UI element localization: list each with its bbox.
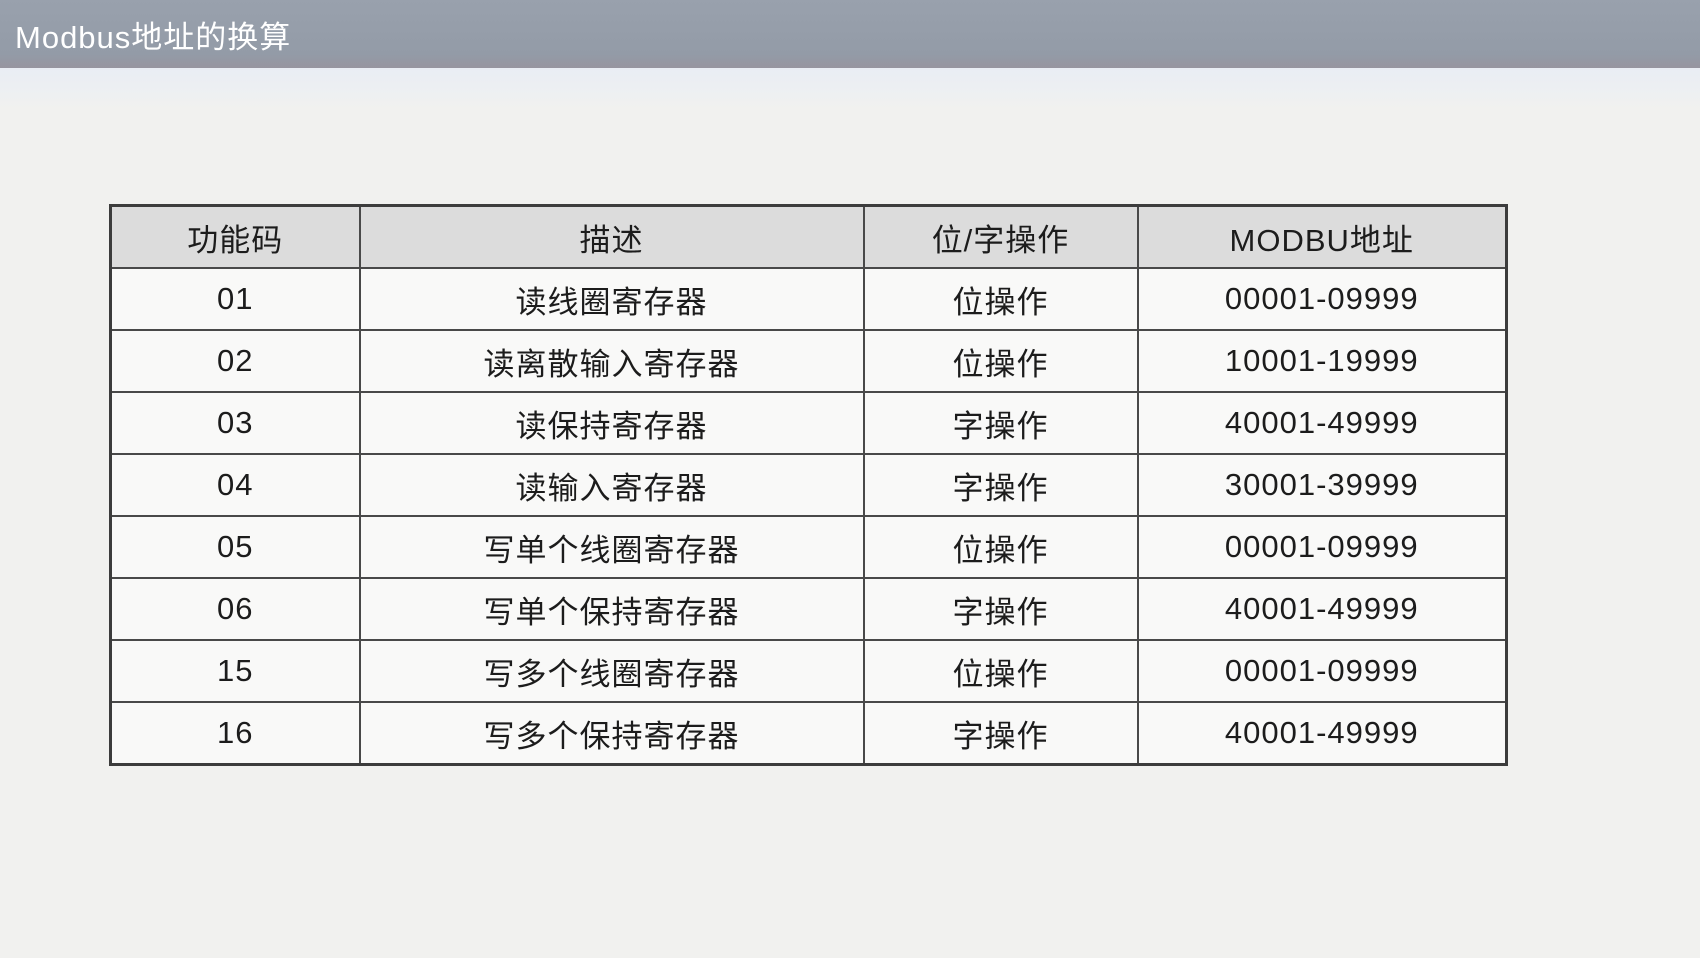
cell-description: 写多个线圈寄存器 — [358, 639, 865, 703]
cell-description: 读离散输入寄存器 — [358, 329, 865, 393]
table-row: 01 读线圈寄存器 位操作 00001-09999 — [109, 267, 1508, 331]
cell-bit-word-operation: 位操作 — [862, 639, 1139, 703]
table-row: 06 写单个保持寄存器 字操作 40001-49999 — [109, 577, 1508, 641]
col-header-modbus-address: MODBU地址 — [1136, 204, 1508, 269]
cell-modbus-address: 10001-19999 — [1136, 329, 1508, 393]
cell-description: 写单个线圈寄存器 — [358, 515, 865, 579]
cell-bit-word-operation: 位操作 — [862, 267, 1139, 331]
cell-bit-word-operation: 字操作 — [862, 701, 1139, 766]
col-header-bit-word-operation: 位/字操作 — [862, 204, 1139, 269]
table-row: 15 写多个线圈寄存器 位操作 00001-09999 — [109, 639, 1508, 703]
cell-description: 读保持寄存器 — [358, 391, 865, 455]
table-row: 05 写单个线圈寄存器 位操作 00001-09999 — [109, 515, 1508, 579]
cell-modbus-address: 30001-39999 — [1136, 453, 1508, 517]
cell-bit-word-operation: 位操作 — [862, 515, 1139, 579]
cell-function-code: 06 — [109, 577, 361, 641]
modbus-address-table: 功能码 描述 位/字操作 MODBU地址 01 读线圈寄存器 位操作 00001-09999… — [109, 204, 1508, 766]
modbus-table-container: 功能码 描述 位/字操作 MODBU地址 01 读线圈寄存器 位操作 00001-09999… — [109, 204, 1508, 766]
cell-function-code: 04 — [109, 453, 361, 517]
cell-bit-word-operation: 位操作 — [862, 329, 1139, 393]
cell-modbus-address: 00001-09999 — [1136, 515, 1508, 579]
cell-description: 写多个保持寄存器 — [358, 701, 865, 766]
col-header-description: 描述 — [358, 204, 865, 269]
cell-description: 读线圈寄存器 — [358, 267, 865, 331]
table-row: 04 读输入寄存器 字操作 30001-39999 — [109, 453, 1508, 517]
cell-description: 写单个保持寄存器 — [358, 577, 865, 641]
title-bar-lower-band — [0, 68, 1700, 108]
cell-function-code: 01 — [109, 267, 361, 331]
cell-bit-word-operation: 字操作 — [862, 453, 1139, 517]
table-head-row: 功能码 描述 位/字操作 MODBU地址 — [109, 204, 1508, 269]
cell-bit-word-operation: 字操作 — [862, 391, 1139, 455]
cell-modbus-address: 40001-49999 — [1136, 577, 1508, 641]
table-row: 03 读保持寄存器 字操作 40001-49999 — [109, 391, 1508, 455]
cell-description: 读输入寄存器 — [358, 453, 865, 517]
cell-function-code: 03 — [109, 391, 361, 455]
cell-function-code: 16 — [109, 701, 361, 766]
cell-modbus-address: 00001-09999 — [1136, 639, 1508, 703]
col-header-function-code: 功能码 — [109, 204, 361, 269]
table-row: 02 读离散输入寄存器 位操作 10001-19999 — [109, 329, 1508, 393]
cell-function-code: 15 — [109, 639, 361, 703]
cell-modbus-address: 00001-09999 — [1136, 267, 1508, 331]
cell-function-code: 05 — [109, 515, 361, 579]
cell-modbus-address: 40001-49999 — [1136, 701, 1508, 766]
cell-function-code: 02 — [109, 329, 361, 393]
cell-modbus-address: 40001-49999 — [1136, 391, 1508, 455]
table-body: 01 读线圈寄存器 位操作 00001-09999 02 读离散输入寄存器 位操作 10001… — [109, 267, 1508, 766]
page-title: Modbus地址的换算 — [15, 19, 292, 55]
title-bar: Modbus地址的换算 — [0, 0, 1700, 68]
table-row: 16 写多个保持寄存器 字操作 40001-49999 — [109, 701, 1508, 766]
cell-bit-word-operation: 字操作 — [862, 577, 1139, 641]
